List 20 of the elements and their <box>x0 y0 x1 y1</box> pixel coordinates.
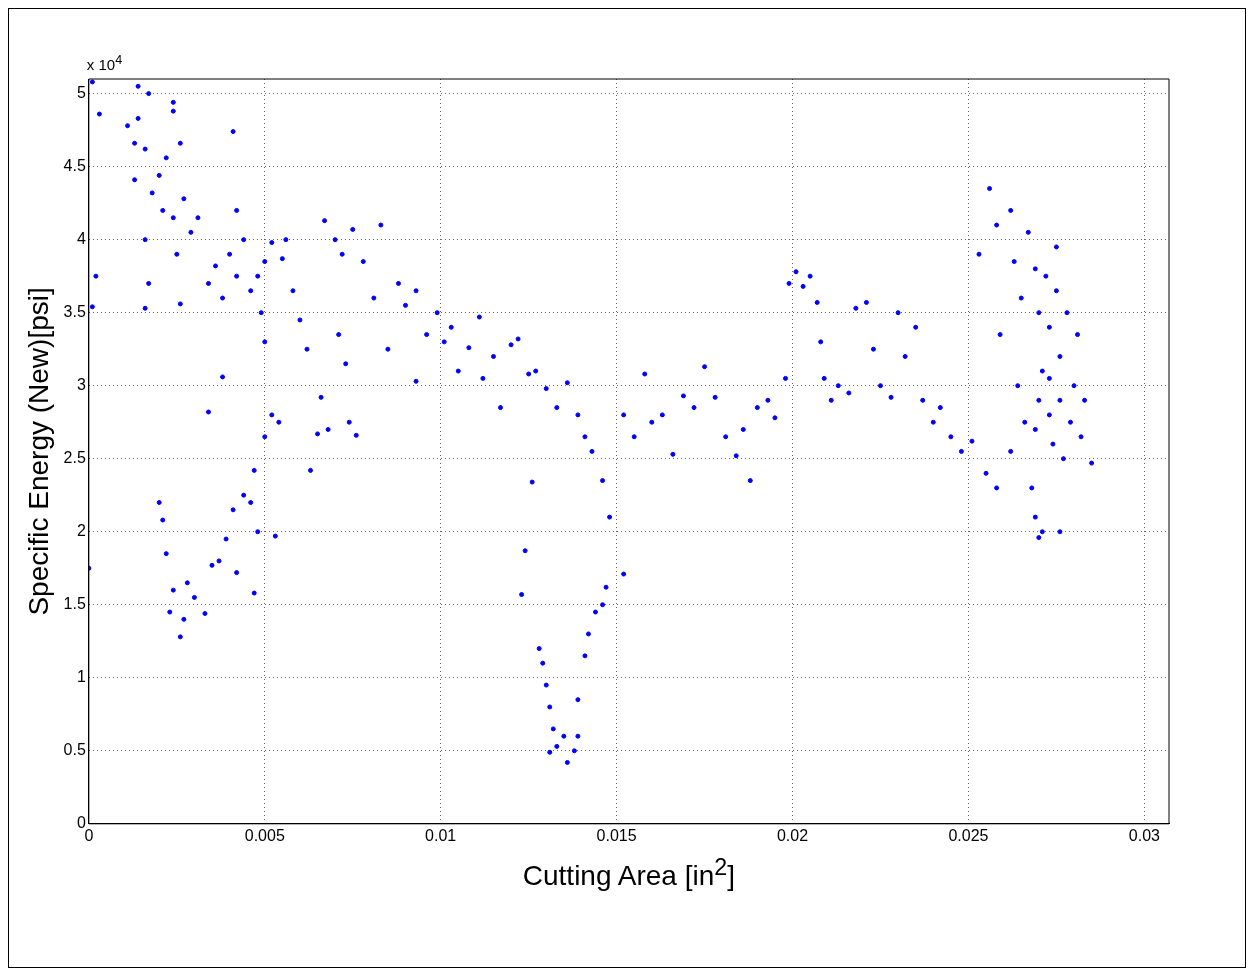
y-tick-label: 2 <box>76 522 86 540</box>
x-axis-title: Cutting Area [in$^{2}$] <box>521 853 736 893</box>
y-tick-label: 1 <box>76 668 86 686</box>
y-tick-label: 4.5 <box>63 157 86 175</box>
y-tick-label: 2.5 <box>63 449 86 467</box>
y-axis-title: Specific Energy (New)[psi] <box>22 287 54 616</box>
y-tick-label: 0 <box>76 814 86 832</box>
x-tick-label: 0.03 <box>1128 826 1161 844</box>
x-tick-label: 0.02 <box>776 826 809 844</box>
y-tick-label: 1.5 <box>63 595 86 613</box>
y-tick-label: 3 <box>76 376 86 394</box>
y-tick-label: 4 <box>76 230 86 248</box>
y-tick-label: 3.5 <box>63 303 86 321</box>
x-tick-label: 0.025 <box>948 826 989 844</box>
x-tick-label: 0.01 <box>425 826 457 844</box>
y-tick-label: 0.5 <box>63 741 86 759</box>
x-tick-label: 0.015 <box>596 826 637 844</box>
y-tick-label: 5 <box>76 84 86 102</box>
x-tick-label: 0.005 <box>244 826 285 844</box>
text: x 10$^{4}$ <box>86 53 123 73</box>
